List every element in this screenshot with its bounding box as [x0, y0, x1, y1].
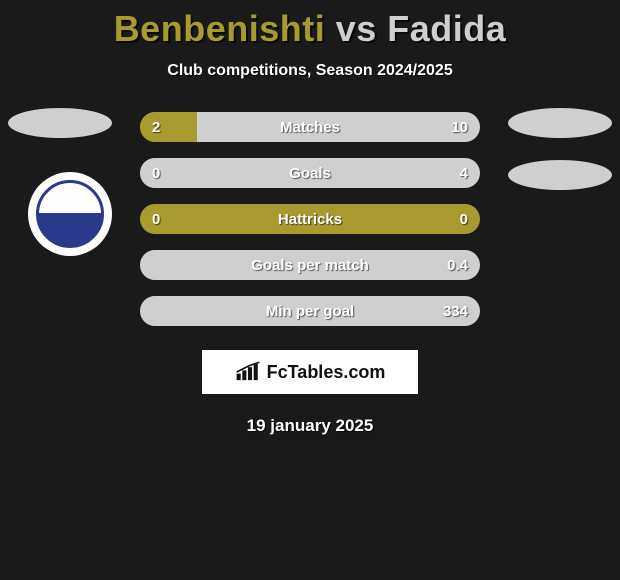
- stat-value-player-a: 2: [152, 112, 160, 142]
- club-badge-inner: [36, 180, 104, 248]
- stat-value-player-b: 334: [443, 296, 468, 326]
- stat-label: Goals: [140, 158, 480, 188]
- branding-text: FcTables.com: [267, 362, 386, 383]
- stat-row: Goals0 4: [140, 158, 480, 188]
- stat-row: Hattricks0 0: [140, 204, 480, 234]
- snapshot-date: 19 january 2025: [0, 416, 620, 436]
- stat-value-player-a: 0: [152, 158, 160, 188]
- player-b-marker-top: [508, 108, 612, 138]
- subtitle: Club competitions, Season 2024/2025: [0, 62, 620, 80]
- stat-label: Goals per match: [140, 250, 480, 280]
- player-a-marker: [8, 108, 112, 138]
- comparison-title: Benbenishti vs Fadida: [0, 0, 620, 50]
- comparison-body: Matches210Goals04Hattricks00Goals per ma…: [0, 108, 620, 436]
- stat-value-player-b: 10: [451, 112, 468, 142]
- branding-badge: FcTables.com: [202, 350, 418, 394]
- stat-value-player-b: 4: [460, 158, 468, 188]
- stat-label: Min per goal: [140, 296, 480, 326]
- player-a-name: Benbenishti: [114, 8, 326, 49]
- player-b-name: Fadida: [387, 8, 506, 49]
- stat-value-player-b: 0.4: [447, 250, 468, 280]
- vs-word: vs: [336, 8, 377, 49]
- player-b-marker-mid: [508, 160, 612, 190]
- stat-label: Matches: [140, 112, 480, 142]
- club-badge-ring-text: [41, 185, 99, 243]
- stat-row: Matches2 10: [140, 112, 480, 142]
- bar-chart-rising-icon: [235, 361, 261, 383]
- stats-panel: Matches210Goals04Hattricks00Goals per ma…: [140, 108, 480, 326]
- stat-value-player-b: 0: [460, 204, 468, 234]
- stat-value-player-a: 0: [152, 204, 160, 234]
- stat-row: Goals per match0.4: [140, 250, 480, 280]
- stat-row: Min per goal334: [140, 296, 480, 326]
- stat-label: Hattricks: [140, 204, 480, 234]
- club-badge: [28, 172, 112, 256]
